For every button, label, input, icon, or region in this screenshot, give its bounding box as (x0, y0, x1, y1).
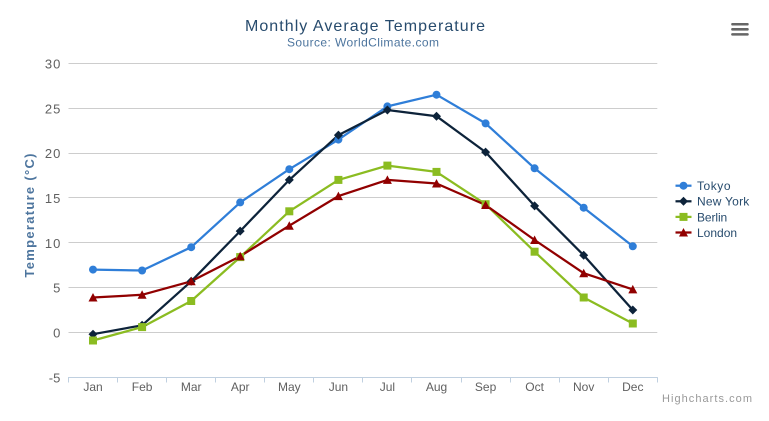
svg-text:Aug: Aug (426, 380, 447, 394)
svg-text:-5: -5 (49, 370, 61, 385)
svg-text:New York: New York (697, 195, 750, 209)
svg-text:10: 10 (45, 236, 60, 251)
svg-text:Jan: Jan (83, 380, 102, 394)
svg-text:30: 30 (45, 56, 60, 71)
svg-text:Dec: Dec (622, 380, 643, 394)
svg-text:Jun: Jun (329, 380, 348, 394)
svg-text:Nov: Nov (573, 380, 594, 394)
svg-text:15: 15 (45, 191, 60, 206)
svg-text:0: 0 (53, 326, 60, 341)
svg-text:5: 5 (53, 281, 60, 296)
svg-text:May: May (278, 380, 301, 394)
svg-text:20: 20 (45, 146, 60, 161)
svg-text:Berlin: Berlin (697, 210, 727, 224)
svg-text:Feb: Feb (132, 380, 153, 394)
svg-text:London: London (697, 226, 737, 240)
svg-text:25: 25 (45, 101, 60, 116)
svg-text:Monthly Average Temperature: Monthly Average Temperature (245, 18, 485, 35)
svg-text:Temperature (°C): Temperature (°C) (22, 154, 37, 278)
svg-text:Highcharts.com: Highcharts.com (662, 393, 752, 405)
svg-text:Sep: Sep (475, 380, 497, 394)
svg-text:Tokyo: Tokyo (697, 179, 731, 193)
svg-text:Apr: Apr (231, 380, 250, 394)
svg-text:Jul: Jul (380, 380, 395, 394)
svg-text:Oct: Oct (525, 380, 544, 394)
svg-text:Source: WorldClimate.com: Source: WorldClimate.com (287, 36, 439, 50)
svg-text:Mar: Mar (181, 380, 202, 394)
